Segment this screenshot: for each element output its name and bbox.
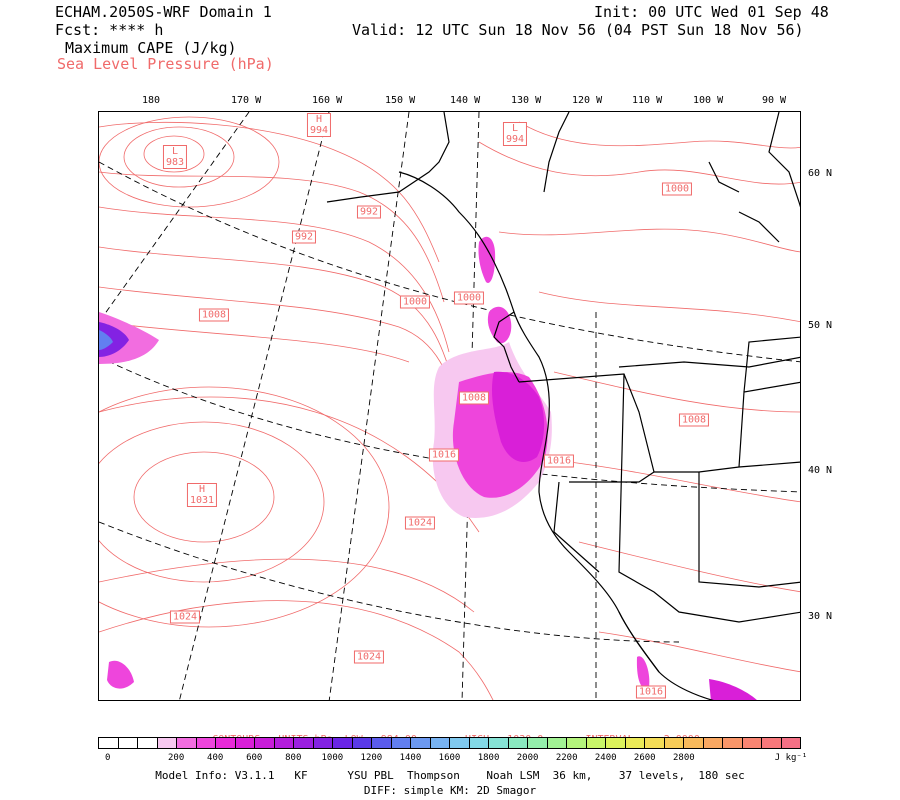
lon-tick: 180 xyxy=(142,95,161,106)
pressure-label: 1000 xyxy=(661,182,693,196)
lon-tick: 170 W xyxy=(231,95,262,106)
lon-tick: 140 W xyxy=(450,95,481,106)
lon-tick: 150 W xyxy=(385,95,416,106)
colorbar-swatch xyxy=(781,738,800,748)
lon-tick: 130 W xyxy=(511,95,542,106)
colorbar-swatch xyxy=(684,738,704,748)
lat-tick: 40 N xyxy=(808,465,833,476)
pressure-label: 1008 xyxy=(678,413,710,427)
coastlines-borders xyxy=(326,112,800,700)
colorbar-swatch xyxy=(235,738,255,748)
pressure-label: H 1031 xyxy=(186,483,218,507)
field-name-slp: Sea Level Pressure (hPa) xyxy=(57,55,274,73)
map-panel: H 994 L 994 L 983 992 992 1000 1000 1000… xyxy=(98,111,801,701)
colorbar-swatch xyxy=(762,738,782,748)
lat-tick: 30 N xyxy=(808,611,833,622)
colorbar-tick-label: 1800 xyxy=(477,753,500,763)
lat-tick: 50 N xyxy=(808,320,833,331)
pressure-label: 1016 xyxy=(635,685,667,699)
colorbar-tick-label: 800 xyxy=(285,753,302,763)
colorbar-swatch xyxy=(469,738,489,748)
colorbar-swatch xyxy=(586,738,606,748)
colorbar-swatch xyxy=(625,738,645,748)
colorbar-swatch xyxy=(157,738,177,748)
colorbar-swatch xyxy=(138,738,158,748)
pressure-label: L 994 xyxy=(502,122,528,146)
colorbar-swatch xyxy=(274,738,294,748)
cape-colorbar xyxy=(98,737,801,749)
pressure-label: 1016 xyxy=(543,454,575,468)
field-name-cape: Maximum CAPE (J/kg) xyxy=(65,39,237,57)
colorbar-tick-label: 2000 xyxy=(516,753,539,763)
colorbar-swatch xyxy=(450,738,470,748)
colorbar-swatch xyxy=(177,738,197,748)
colorbar-swatch xyxy=(333,738,353,748)
colorbar-swatch xyxy=(430,738,450,748)
colorbar-swatch xyxy=(703,738,723,748)
model-info: Model Info: V3.1.1 KF YSU PBL Thompson N… xyxy=(155,769,745,782)
colorbar-swatch xyxy=(294,738,314,748)
colorbar-tick-label: J kg⁻¹ xyxy=(774,753,808,763)
colorbar-swatch xyxy=(508,738,528,748)
colorbar-swatch xyxy=(645,738,665,748)
lat-tick: 60 N xyxy=(808,168,833,179)
colorbar-tick-label: 600 xyxy=(246,753,263,763)
colorbar-swatch xyxy=(313,738,333,748)
lon-tick: 100 W xyxy=(693,95,724,106)
lon-tick: 90 W xyxy=(762,95,787,106)
lon-tick: 120 W xyxy=(572,95,603,106)
model-title: ECHAM.2050S-WRF Domain 1 xyxy=(55,3,272,21)
graticule xyxy=(99,112,800,700)
colorbar-swatch xyxy=(664,738,684,748)
pressure-label: 992 xyxy=(291,230,317,244)
colorbar-tick-label: 1600 xyxy=(438,753,461,763)
colorbar-swatch xyxy=(606,738,626,748)
colorbar-swatch xyxy=(216,738,236,748)
colorbar-swatch xyxy=(528,738,548,748)
pressure-label: H 994 xyxy=(306,113,332,137)
colorbar-tick-label: 1200 xyxy=(360,753,383,763)
pressure-label: 1008 xyxy=(458,391,490,405)
pressure-label: 1000 xyxy=(399,295,431,309)
cape-shading xyxy=(99,236,757,700)
colorbar-swatch xyxy=(99,738,119,748)
colorbar-swatch xyxy=(742,738,762,748)
pressure-label: 1024 xyxy=(353,650,385,664)
pressure-label: 992 xyxy=(356,205,382,219)
colorbar-tick-label: 2600 xyxy=(633,753,656,763)
colorbar-tick-label: 2400 xyxy=(594,753,617,763)
pressure-label: 1000 xyxy=(453,291,485,305)
pressure-label: L 983 xyxy=(162,145,188,169)
pressure-label: 1024 xyxy=(169,610,201,624)
colorbar-swatch xyxy=(391,738,411,748)
colorbar-swatch xyxy=(411,738,431,748)
lon-tick: 110 W xyxy=(632,95,663,106)
colorbar-swatch xyxy=(547,738,567,748)
init-time: Init: 00 UTC Wed 01 Sep 48 xyxy=(594,3,829,21)
colorbar-tick-label: 2800 xyxy=(672,753,695,763)
map-svg xyxy=(99,112,800,700)
colorbar-swatch xyxy=(372,738,392,748)
forecast-hour: Fcst: **** h xyxy=(55,21,164,39)
valid-time: Valid: 12 UTC Sun 18 Nov 56 (04 PST Sun … xyxy=(352,21,804,39)
colorbar-swatch xyxy=(567,738,587,748)
pressure-label: 1016 xyxy=(428,448,460,462)
pressure-label: 1008 xyxy=(198,308,230,322)
colorbar-swatch xyxy=(489,738,509,748)
diff-info: DIFF: simple KM: 2D Smagor xyxy=(363,784,537,797)
colorbar-swatch xyxy=(196,738,216,748)
colorbar-tick-label: 1400 xyxy=(399,753,422,763)
colorbar-tick-label: 0 xyxy=(105,753,111,763)
pressure-label: 1024 xyxy=(404,516,436,530)
lon-tick: 160 W xyxy=(312,95,343,106)
colorbar-tick-label: 400 xyxy=(207,753,224,763)
colorbar-tick-label: 1000 xyxy=(321,753,344,763)
colorbar-swatch xyxy=(352,738,372,748)
colorbar-swatch xyxy=(255,738,275,748)
colorbar-tick-label: 200 xyxy=(167,753,185,763)
colorbar-swatch xyxy=(118,738,138,748)
colorbar-swatch xyxy=(723,738,743,748)
colorbar-tick-label: 2200 xyxy=(555,753,578,763)
